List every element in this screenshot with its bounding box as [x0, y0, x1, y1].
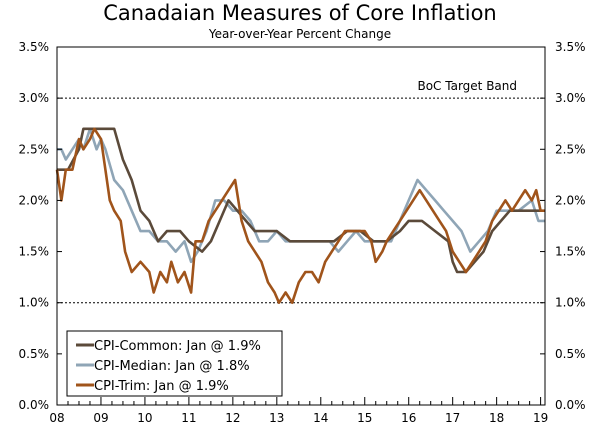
y-tick-label-right: 2.0% [555, 193, 586, 207]
series-line-0 [57, 127, 541, 274]
x-tick-label: 17 [445, 411, 460, 425]
y-tick-label-left: 1.0% [19, 296, 50, 310]
series-lines [55, 127, 545, 304]
x-tick-label: 19 [533, 411, 548, 425]
y-tick-label-left: 3.5% [19, 40, 50, 54]
y-tick-label-right: 3.5% [555, 40, 586, 54]
legend-label-2: CPI-Trim: Jan @ 1.9% [94, 379, 229, 394]
y-tick-label-left: 0.5% [19, 347, 50, 361]
y-tick-label-right: 2.5% [555, 142, 586, 156]
y-tick-label-right: 0.0% [555, 398, 586, 412]
legend-box [66, 330, 283, 397]
x-tick-label: 18 [489, 411, 504, 425]
y-tick-label-right: 1.0% [555, 296, 586, 310]
legend-label-1: CPI-Median: Jan @ 1.8% [94, 359, 250, 374]
y-tick-label-right: 0.5% [555, 347, 586, 361]
x-tick-label: 09 [93, 411, 108, 425]
chart-title: Canadaian Measures of Core Inflation [103, 1, 496, 25]
reference-lines [57, 97, 545, 304]
chart-subtitle: Year-over-Year Percent Change [208, 27, 391, 41]
x-axis-labels: 08 09 10 11 12 13 14 15 16 17 18 19 [49, 411, 548, 425]
x-tick-label: 10 [137, 411, 152, 425]
x-tick-label: 16 [401, 411, 416, 425]
axis-ticks [56, 46, 545, 406]
series-line-2 [55, 127, 545, 304]
x-tick-label: 14 [313, 411, 328, 425]
y-axis-right-labels: 0.0% 0.5% 1.0% 1.5% 2.0% 2.5% 3.0% 3.5% [555, 40, 586, 412]
y-tick-label-left: 2.0% [19, 193, 50, 207]
legend-label-0: CPI-Common: Jan @ 1.9% [94, 339, 261, 354]
x-tick-label: 15 [357, 411, 372, 425]
plot-frame [56, 46, 546, 406]
boc-target-band-label: BoC Target Band [417, 79, 517, 93]
series-line-1 [57, 127, 545, 264]
legend: CPI-Common: Jan @ 1.9% CPI-Median: Jan @ … [66, 330, 283, 397]
y-tick-label-right: 3.0% [555, 91, 586, 105]
y-tick-label-right: 1.5% [555, 245, 586, 259]
x-tick-label: 11 [181, 411, 196, 425]
y-tick-label-left: 3.0% [19, 91, 50, 105]
x-tick-label: 13 [269, 411, 284, 425]
y-axis-left-labels: 0.0% 0.5% 1.0% 1.5% 2.0% 2.5% 3.0% 3.5% [19, 40, 50, 412]
y-tick-label-left: 1.5% [19, 245, 50, 259]
y-tick-label-left: 2.5% [19, 142, 50, 156]
x-tick-label: 08 [49, 411, 64, 425]
y-tick-label-left: 0.0% [19, 398, 50, 412]
x-tick-label: 12 [225, 411, 240, 425]
